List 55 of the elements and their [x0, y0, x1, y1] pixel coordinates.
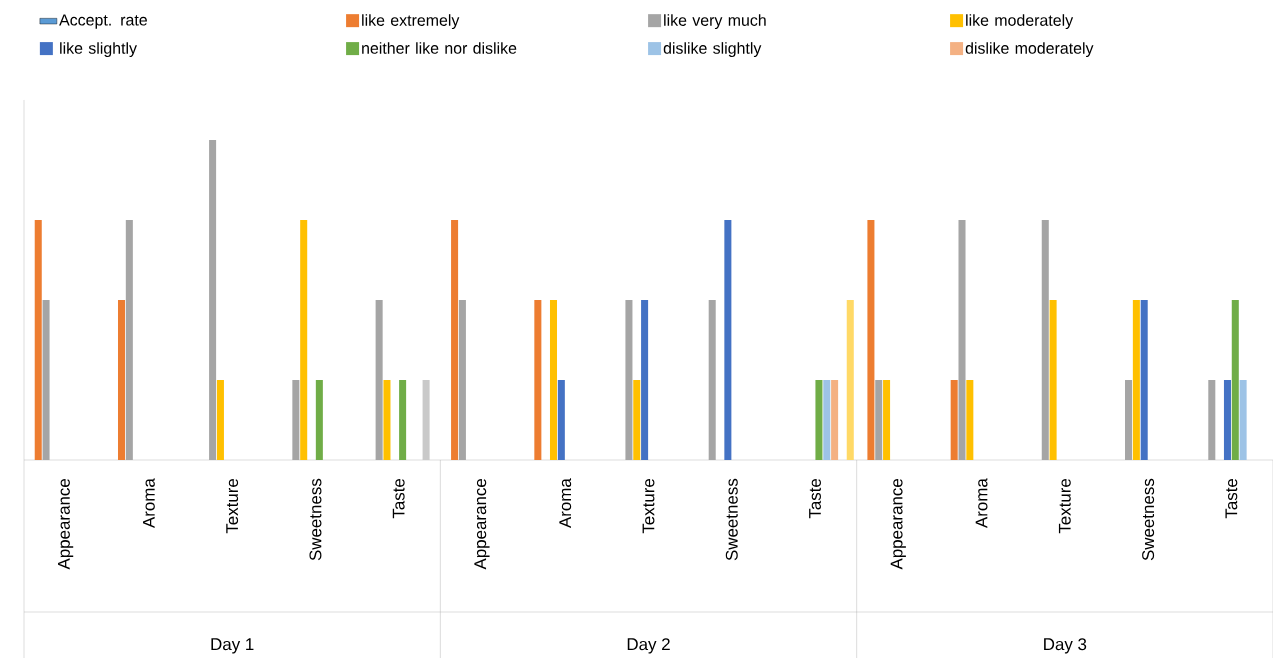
bar [846, 300, 854, 460]
bar [549, 300, 558, 460]
bar [1239, 380, 1247, 460]
bar [724, 220, 732, 460]
x-tick-label: Sweetness [309, 478, 322, 561]
bar [315, 380, 323, 460]
bar [557, 380, 565, 460]
bar [823, 380, 831, 460]
bar [867, 220, 875, 460]
bar [383, 380, 391, 460]
x-tick-label: Aroma [559, 478, 572, 529]
x-tick-label: Taste [1225, 478, 1238, 519]
x-tick-label: Sweetness [1142, 478, 1155, 561]
bar [966, 380, 974, 460]
text: Day 2 [627, 638, 670, 654]
bar [118, 300, 126, 460]
bar [633, 380, 641, 460]
x-tick-label: Taste [809, 478, 821, 519]
x-tick-label: Aroma [142, 478, 155, 529]
bar [300, 220, 308, 460]
text: Day 3 [1044, 638, 1087, 654]
bar [815, 380, 823, 460]
bar [34, 220, 42, 460]
x-tick-label: Appearance [474, 478, 490, 570]
bar [1231, 300, 1239, 460]
x-tick-label: Aroma [975, 478, 988, 529]
legend-label: neither like nor dislike [362, 42, 517, 54]
x-tick-label: Texture [226, 478, 239, 534]
x-tick-label: Appearance [890, 478, 906, 570]
legend-label: like very much [664, 14, 766, 30]
legend-label: like extremely [362, 14, 460, 30]
bar [950, 380, 958, 460]
x-tick-label: Appearance [58, 478, 74, 570]
bar [1223, 380, 1231, 460]
x-tick-label: Texture [1058, 478, 1071, 534]
bar [422, 380, 430, 460]
bar [534, 300, 542, 460]
legend-label: like moderately [966, 14, 1074, 30]
text: Day 1 [211, 638, 254, 654]
bar [831, 380, 839, 460]
legend-label: dislike slightly [663, 42, 762, 57]
bar [883, 380, 891, 460]
bar [216, 380, 224, 460]
bar [1140, 300, 1148, 460]
legend-label: dislike moderately [965, 42, 1094, 57]
bar [641, 300, 649, 460]
legend-label: Accept. rate [59, 14, 147, 29]
bar [451, 220, 459, 460]
x-tick-label: Taste [392, 478, 405, 519]
bar [399, 380, 407, 460]
bar [1132, 300, 1140, 460]
bar [1049, 300, 1057, 460]
x-tick-label: Sweetness [725, 478, 738, 561]
x-tick-label: Texture [642, 478, 655, 534]
legend-label: like slightly [60, 42, 137, 57]
